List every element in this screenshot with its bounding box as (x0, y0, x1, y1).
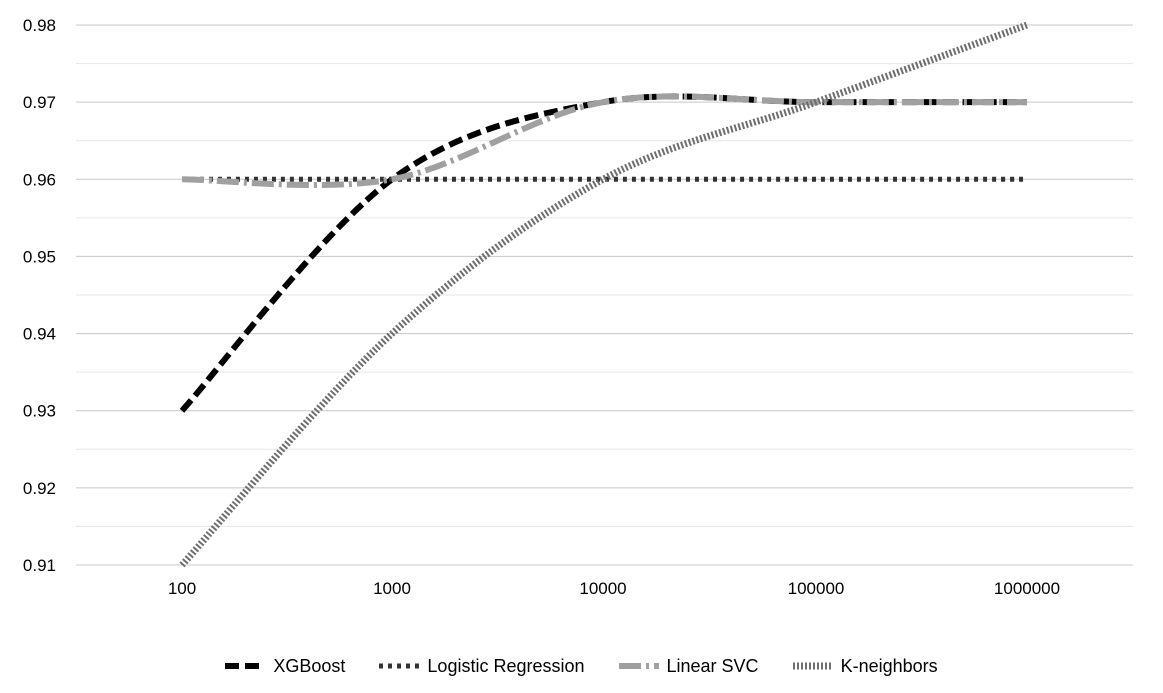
legend-item-logistic-regression: Logistic Regression (379, 655, 585, 677)
legend-item-linear-svc: Linear SVC (618, 655, 759, 677)
legend-item-k-neighbors: K-neighbors (792, 655, 938, 677)
y-tick-label: 0.95 (23, 247, 56, 266)
legend-label: XGBoost (273, 655, 346, 676)
y-tick-label: 0.92 (23, 479, 56, 498)
series-line-k-neighbors (179, 21, 1029, 568)
chart-legend: XGBoost Logistic Regression Linear SVC K-ne… (0, 648, 1163, 684)
y-tick-label: 0.91 (23, 556, 56, 575)
series-line-linear-svc (181, 93, 1027, 189)
grid-lines (76, 24, 1133, 566)
legend-label: Linear SVC (666, 655, 759, 676)
legend-label: Logistic Regression (427, 655, 585, 676)
series-line-xgboost (179, 93, 1027, 413)
y-axis-ticks: 0.91 0.92 0.93 0.94 0.95 0.96 0.97 0.98 (23, 16, 56, 575)
legend-label: K-neighbors (840, 655, 938, 676)
x-tick-label: 1000 (373, 579, 411, 598)
x-tick-label: 1000000 (994, 579, 1060, 598)
y-tick-label: 0.97 (23, 93, 56, 112)
x-tick-label: 100000 (788, 579, 845, 598)
legend-swatch (225, 663, 266, 669)
y-tick-label: 0.96 (23, 170, 56, 189)
legend-swatch (792, 662, 833, 670)
x-axis-ticks: 100 1000 10000 100000 1000000 (168, 579, 1060, 598)
legend-swatch (379, 663, 420, 669)
y-tick-label: 0.98 (23, 16, 56, 35)
x-tick-label: 10000 (579, 579, 626, 598)
legend-item-xgboost: XGBoost (225, 656, 345, 677)
y-tick-label: 0.93 (23, 402, 56, 421)
y-tick-label: 0.94 (23, 325, 56, 344)
x-tick-label: 100 (168, 579, 196, 598)
series-lines (179, 21, 1029, 568)
legend-swatch (618, 663, 659, 669)
chart-plot: 0.91 0.92 0.93 0.94 0.95 0.96 0.97 0.98 100 1000… (23, 16, 1133, 598)
